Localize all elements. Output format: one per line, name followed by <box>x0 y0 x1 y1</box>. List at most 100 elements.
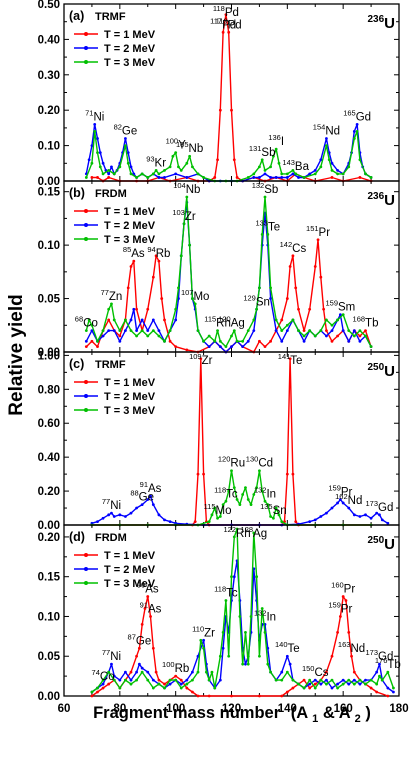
legend-marker <box>84 553 88 557</box>
y-tick-label: 0.60 <box>38 418 60 430</box>
nuclide-symbol: Zr <box>204 627 215 639</box>
data-point <box>336 630 339 634</box>
legend-label: T = 1 MeV <box>104 550 156 562</box>
nuclide-mass: 100 <box>166 137 179 146</box>
nuclide-mass: 122 <box>223 525 236 534</box>
data-point <box>118 334 122 338</box>
data-point <box>107 176 111 179</box>
data-point <box>364 172 367 176</box>
nuclide-symbol: Ge <box>139 492 154 504</box>
data-point <box>101 172 105 176</box>
nuclide-label: 128Ag <box>241 525 268 540</box>
nuclide-symbol: Nb <box>189 143 204 155</box>
nucleus-symbol: U <box>384 536 395 553</box>
data-point <box>280 329 284 333</box>
data-point <box>338 615 342 618</box>
data-point <box>216 516 219 520</box>
legend: T = 1 MeV T = 2 MeV T = 3 MeV <box>74 377 156 417</box>
data-point <box>157 513 161 517</box>
data-point <box>244 630 247 634</box>
data-point <box>258 654 261 658</box>
data-point <box>325 144 328 148</box>
data-point <box>179 168 183 172</box>
nuclide-mass: 163 <box>338 640 351 649</box>
nuclide-symbol: Gd <box>356 111 371 123</box>
data-point <box>163 339 166 343</box>
nuclide-label: 151Pr <box>306 224 330 239</box>
nuclide-symbol: Sb <box>261 147 275 159</box>
data-point <box>129 172 133 176</box>
data-point <box>118 339 122 343</box>
data-point <box>96 339 99 343</box>
data-point <box>230 108 233 112</box>
data-point <box>347 329 351 333</box>
nuclide-mass: 120 <box>218 455 231 464</box>
data-point <box>129 678 133 682</box>
nuclide-symbol: Ag <box>253 528 267 540</box>
nuclide-symbol: In <box>266 611 276 623</box>
nuclide-symbol: Te <box>290 355 302 367</box>
data-point <box>221 646 225 650</box>
data-point <box>135 670 138 674</box>
data-point <box>230 575 233 579</box>
data-point <box>263 499 267 503</box>
y-tick-label: 1.00 <box>38 350 60 362</box>
data-point <box>129 165 133 169</box>
nuclide-mass: 103 <box>172 208 185 217</box>
data-point <box>96 345 99 349</box>
data-point <box>185 686 189 690</box>
nuclide-label: 136I <box>268 133 284 148</box>
data-point <box>227 654 231 658</box>
nuclide-mass: 132 <box>254 485 267 494</box>
data-point <box>174 307 178 311</box>
data-point <box>336 172 339 176</box>
data-point <box>274 329 278 333</box>
nuclide-label: 120Ru <box>218 455 245 470</box>
data-point <box>319 329 323 333</box>
nuclide-mass: 136 <box>268 133 281 142</box>
data-point <box>107 513 111 517</box>
data-point <box>302 686 306 690</box>
data-point <box>336 168 339 172</box>
data-point <box>358 682 362 686</box>
nuclide-label: 118Tc <box>214 485 238 500</box>
nucleus-label: 250U <box>367 362 395 380</box>
data-point <box>124 137 127 140</box>
data-point <box>369 345 373 349</box>
nuclide-label: 115Rh <box>204 315 231 330</box>
legend-label: T = 3 MeV <box>104 234 156 246</box>
data-point <box>202 472 205 476</box>
legend-label: T = 1 MeV <box>104 29 156 41</box>
data-point <box>280 670 284 674</box>
data-point <box>302 334 306 338</box>
nuclide-label: 115Mo <box>204 502 232 517</box>
nuclide-mass: 104 <box>173 181 186 190</box>
nuclide-label: 141Te <box>278 352 303 367</box>
data-point <box>230 334 233 338</box>
data-point <box>336 334 339 338</box>
data-point <box>107 329 111 333</box>
nuclide-label: 105Nb <box>176 140 203 155</box>
data-point <box>196 172 200 176</box>
data-point <box>90 329 94 333</box>
nuclide-symbol: Tb <box>365 318 378 330</box>
data-point <box>288 357 292 361</box>
panel-a: 0.00 0.10 0.20 0.30 0.40 0.50 (a) TRMF 236U T = 1… <box>38 0 400 188</box>
nuclide-symbol: Gd <box>378 651 393 663</box>
data-point <box>107 307 111 311</box>
data-point <box>191 165 194 169</box>
nuclide-mass: 118 <box>214 585 226 594</box>
data-point <box>313 686 317 690</box>
data-point <box>213 686 217 690</box>
legend: T = 1 MeV T = 2 MeV T = 3 MeV <box>74 206 156 246</box>
data-point <box>252 172 256 176</box>
data-point <box>269 670 272 674</box>
data-point <box>277 161 281 165</box>
nuclide-mass: 117 <box>210 16 222 25</box>
nuclide-label: 91As <box>140 600 162 615</box>
y-axis-title: Relative yield <box>6 294 27 415</box>
data-point <box>263 195 267 199</box>
data-point <box>252 493 256 496</box>
